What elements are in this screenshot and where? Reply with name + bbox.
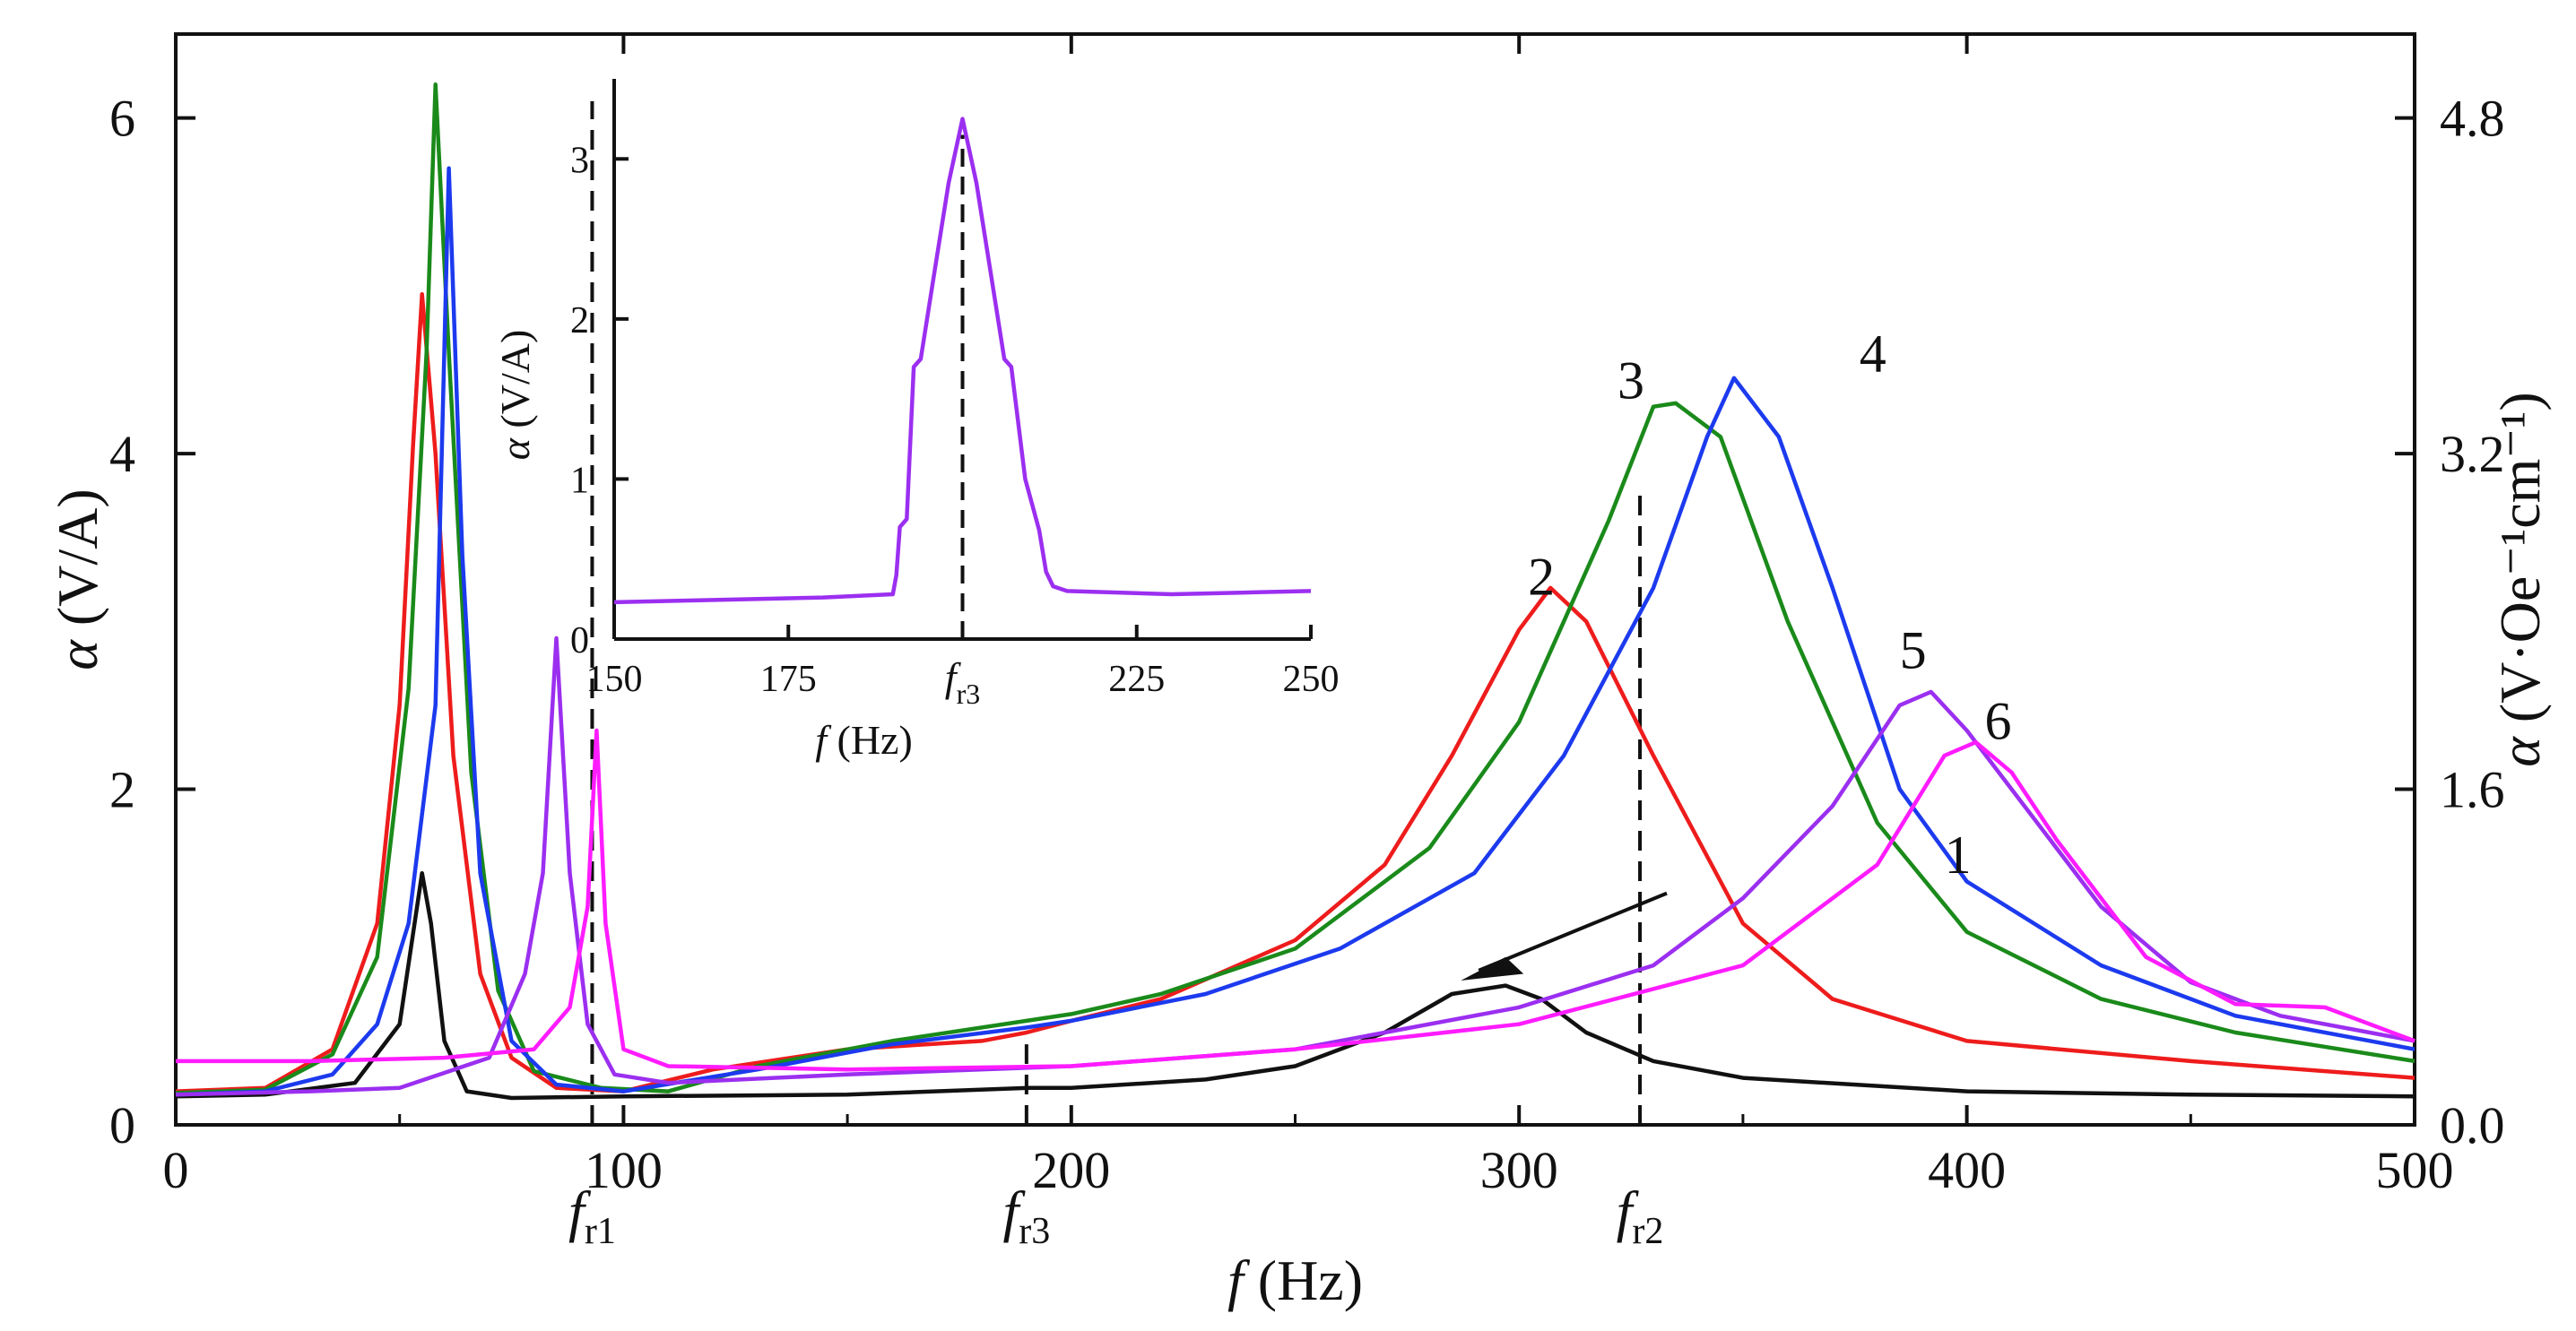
series-label-4: 4 (1860, 324, 1886, 383)
x-tick-label: 500 (2376, 1141, 2454, 1199)
inset-x-axis-label: f (Hz) (815, 717, 913, 763)
y2-tick-label: 0.0 (2440, 1096, 2505, 1154)
series-label-5: 5 (1900, 621, 1927, 680)
inset-y-tick-label: 0 (570, 620, 589, 661)
y2-axis-label: α (V·Oe⁻¹cm⁻¹) (2488, 392, 2552, 767)
inset-x-tick-label: 175 (760, 659, 817, 700)
inset-x-tick-label: 250 (1283, 659, 1340, 700)
y2-tick-label: 4.8 (2440, 90, 2505, 148)
inset-x-tick-label-fr3: fr3 (945, 654, 980, 710)
inset-y-axis-label: α (V/A) (492, 330, 538, 461)
y-tick-label: 2 (109, 761, 135, 819)
x-tick-label: 0 (163, 1141, 189, 1199)
series-label-2: 2 (1528, 547, 1555, 606)
x-tick-label: 400 (1928, 1141, 2006, 1199)
series-label-3: 3 (1618, 350, 1644, 410)
series-line-2 (175, 291, 2416, 1093)
y-tick-label: 0 (109, 1096, 135, 1154)
inset-y-tick-label: 3 (570, 140, 589, 181)
freq-annotation-r2: fr2 (1617, 1180, 1664, 1252)
series-label-1: 1 (1945, 825, 1972, 885)
inset-y-tick-label: 1 (570, 460, 589, 501)
y2-tick-label: 3.2 (2440, 425, 2505, 483)
y-tick-label: 6 (109, 90, 135, 148)
x-tick-label: 300 (1480, 1141, 1558, 1199)
inset-y-tick-label: 2 (570, 300, 589, 341)
series-1-arrowhead (1461, 956, 1524, 981)
series-label-6: 6 (1985, 691, 2012, 750)
x-axis-label: f (Hz) (1227, 1249, 1363, 1312)
x-tick-label: 200 (1032, 1141, 1110, 1199)
series-line-1 (175, 870, 2416, 1101)
y2-tick-label: 1.6 (2440, 761, 2505, 819)
series-line-6 (176, 728, 2416, 1072)
inset-series-line (613, 117, 1312, 605)
inset-plot: 150 175 fr3 225 250 0 1 2 3 f (Hz) α (V/A) (492, 70, 1340, 763)
series-line-3 (175, 82, 2416, 1095)
inset-x-tick-label: 225 (1108, 659, 1165, 700)
y-tick-label: 4 (109, 425, 135, 483)
y-axis-label: α (V/A) (46, 488, 109, 670)
series-1-arrow (1478, 891, 1668, 972)
x-tick-label: 100 (585, 1141, 663, 1199)
series-line-4 (175, 166, 2416, 1097)
inset-x-tick-label: 150 (586, 659, 643, 700)
